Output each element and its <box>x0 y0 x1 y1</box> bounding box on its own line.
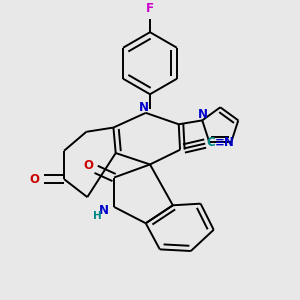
Text: O: O <box>30 173 40 186</box>
Text: N: N <box>99 204 109 217</box>
Text: F: F <box>146 2 154 15</box>
Text: N: N <box>139 101 149 114</box>
Text: C: C <box>206 136 215 149</box>
Text: N: N <box>198 108 208 121</box>
Text: H: H <box>93 211 101 221</box>
Text: O: O <box>83 159 93 172</box>
Text: ≡N: ≡N <box>215 136 235 149</box>
